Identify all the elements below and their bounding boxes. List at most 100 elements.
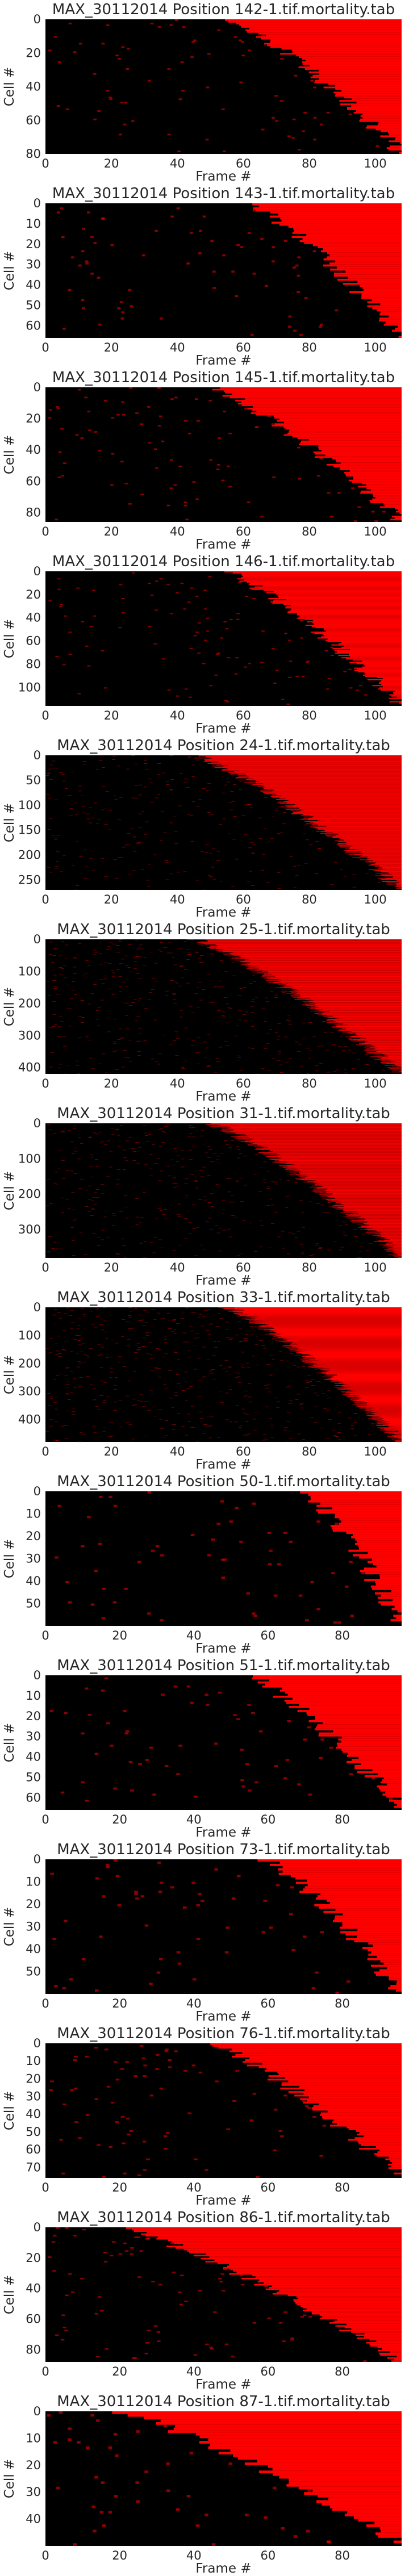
heatmap-row-dead — [349, 291, 402, 293]
heatmap-row-dead — [395, 1064, 402, 1065]
heatmap-row-dead — [322, 1722, 402, 1725]
heatmap-row-dead — [297, 1350, 402, 1351]
heatmap-row-dead — [297, 613, 402, 614]
heatmap-row-dead — [299, 1176, 402, 1177]
heatmap-speck — [92, 1197, 96, 1198]
heatmap-row-dead — [314, 1365, 402, 1366]
x-tick-label: 80 — [302, 893, 317, 906]
heatmap-speck — [128, 1760, 133, 1763]
heatmap-speck — [196, 420, 200, 422]
heatmap-row-dead — [366, 1228, 402, 1229]
heatmap-row-dead — [381, 1417, 402, 1418]
heatmap-speck — [53, 988, 57, 989]
heatmap-speck — [85, 260, 89, 263]
heatmap-speck — [277, 1563, 281, 1566]
heatmap-row-dead — [386, 1245, 402, 1247]
y-axis-label: Cell # — [2, 1907, 17, 1947]
heatmap-row-dead — [323, 628, 402, 630]
heatmap-row-dead — [283, 1167, 402, 1168]
heatmap-speck — [363, 2360, 367, 2362]
heatmap-speck — [66, 1307, 70, 1308]
heatmap-speck — [175, 1055, 179, 1056]
heatmap-speck — [84, 877, 87, 879]
heatmap-speck — [47, 1124, 51, 1126]
heatmap-row-dead — [371, 1044, 402, 1045]
heatmap-speck — [118, 58, 121, 60]
heatmap-row-dead — [258, 1329, 402, 1330]
heatmap-row-dead — [380, 1789, 402, 1792]
heatmap-speck — [184, 1183, 188, 1184]
heatmap-row-dead — [332, 1529, 402, 1532]
heatmap-row-dead — [298, 990, 402, 991]
heatmap-row-dead — [386, 1249, 402, 1250]
heatmap-speck — [196, 1938, 201, 1941]
heatmap-speck — [108, 810, 112, 811]
heatmap-row-dead — [372, 1415, 402, 1416]
heatmap-speck — [298, 1044, 302, 1045]
heatmap-speck — [105, 1357, 109, 1358]
heatmap-speck — [289, 1913, 293, 1916]
heatmap-row-dead — [326, 1189, 402, 1190]
heatmap-row-dead — [397, 1437, 402, 1438]
heatmap-speck — [266, 881, 270, 883]
heatmap-row-dead — [348, 854, 402, 855]
heatmap-speck — [106, 1722, 110, 1725]
x-tick-label: 80 — [335, 2365, 350, 2378]
heatmap-row-dead — [305, 624, 402, 626]
heatmap-row-dead — [292, 1346, 402, 1347]
heatmap-speck — [235, 1507, 239, 1509]
heatmap-speck — [110, 1436, 114, 1437]
heatmap-speck — [330, 884, 334, 885]
heatmap-row-dead — [348, 1024, 402, 1026]
heatmap-row-dead — [258, 969, 402, 970]
heatmap-speck — [209, 876, 213, 877]
heatmap-row-dead — [332, 1020, 402, 1021]
heatmap-row-dead — [370, 1585, 402, 1588]
heatmap-row-dead — [319, 2317, 402, 2319]
heatmap-speck — [297, 274, 301, 277]
heatmap-speck — [113, 1410, 117, 1411]
y-axis-label: Cell # — [2, 2091, 17, 2131]
heatmap-speck — [223, 621, 227, 622]
heatmap-row-dead — [272, 603, 402, 604]
heatmap-row-dead — [377, 1427, 402, 1428]
heatmap-row-dead — [376, 2340, 402, 2342]
heatmap-row-dead — [269, 1333, 402, 1334]
heatmap-speck — [172, 1250, 176, 1251]
heatmap-speck — [50, 1872, 54, 1875]
x-tick-label: 60 — [261, 1997, 276, 2010]
heatmap-row-dead — [308, 1720, 402, 1722]
heatmap-speck — [101, 1230, 105, 1231]
heatmap-speck — [101, 218, 105, 220]
heatmap-speck — [270, 990, 274, 992]
heatmap-row-dead — [269, 982, 402, 984]
heatmap-speck — [264, 2285, 268, 2288]
heatmap-speck — [186, 1388, 190, 1389]
heatmap-row-dead — [329, 254, 402, 257]
y-tick-label: 0 — [34, 564, 41, 578]
heatmap-row-dead — [364, 2332, 402, 2335]
heatmap-speck — [294, 1182, 298, 1183]
heatmap-row-dead — [381, 2529, 402, 2533]
heatmap-speck — [114, 799, 118, 800]
heatmap-row-dead — [325, 1195, 402, 1196]
heatmap-row-dead — [385, 2158, 402, 2160]
heatmap-row-dead — [314, 1184, 402, 1185]
heatmap-speck — [206, 790, 210, 791]
heatmap-speck — [269, 1029, 273, 1030]
heatmap-row-dead — [341, 1740, 402, 1743]
heatmap-row-dead — [279, 1155, 402, 1156]
x-tick-label: 20 — [104, 525, 119, 538]
heatmap-speck — [332, 1044, 335, 1045]
heatmap-row-dead — [299, 2085, 402, 2088]
heatmap-row-dead — [366, 1048, 402, 1049]
heatmap-row-dead — [306, 1350, 402, 1351]
heatmap-row-dead — [399, 881, 402, 883]
heatmap-row-dead — [199, 2441, 402, 2444]
heatmap-speck — [306, 1073, 310, 1074]
heatmap-row-dead — [279, 2290, 402, 2292]
heatmap-row-dead — [281, 1336, 402, 1337]
heatmap-speck — [61, 1349, 65, 1350]
heatmap-row-dead — [273, 1695, 402, 1698]
heatmap-speck — [110, 2255, 114, 2257]
